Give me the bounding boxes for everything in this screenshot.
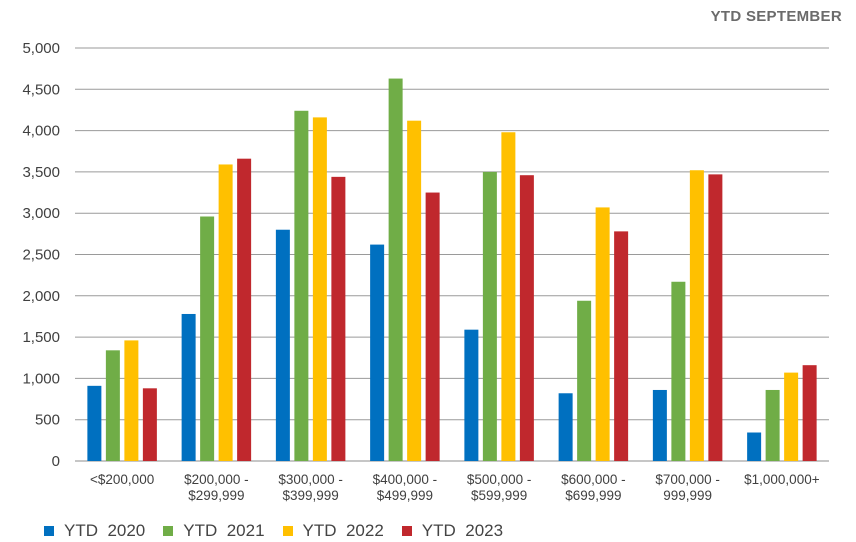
x-tick-label: <$200,000: [90, 472, 154, 487]
legend-swatch: [163, 526, 174, 536]
bar: [181, 313, 196, 461]
bar: [577, 300, 592, 461]
legend-swatch: [44, 526, 54, 536]
bar: [237, 158, 252, 461]
bar: [312, 117, 327, 461]
y-tick-label: 0: [52, 453, 60, 470]
bar: [784, 372, 799, 461]
x-tick-label: $300,000 -: [278, 472, 343, 487]
x-tick-label: $600,000 -: [561, 472, 626, 487]
bar: [142, 388, 157, 461]
bar: [294, 110, 309, 461]
legend-item: YTD 2023: [401, 521, 504, 541]
bar: [765, 389, 780, 461]
y-tick-label: 2,000: [22, 288, 60, 305]
chart-header-label: YTD SEPTEMBER: [710, 8, 842, 25]
bar: [200, 216, 215, 461]
y-tick-label: 3,500: [22, 164, 60, 181]
x-tick-label: 999,999: [663, 488, 712, 503]
x-tick-label: $400,000 -: [373, 472, 438, 487]
bar: [407, 120, 422, 462]
bar: [124, 340, 139, 461]
legend-label: YTD 2022: [302, 521, 384, 540]
bar: [501, 132, 516, 461]
bar: [558, 393, 573, 461]
legend-label: YTD 2021: [183, 521, 265, 540]
y-tick-label: 3,000: [22, 205, 60, 222]
y-tick-label: 1,500: [22, 329, 60, 346]
y-tick-label: 500: [35, 412, 60, 429]
y-tick-label: 4,000: [22, 123, 60, 140]
x-tick-label: $1,000,000+: [744, 472, 820, 487]
x-tick-label: $399,999: [282, 488, 338, 503]
bar: [652, 389, 667, 461]
bar: [275, 229, 290, 461]
bar: [671, 281, 686, 461]
bar: [614, 231, 629, 461]
legend-label: YTD 2020: [64, 521, 146, 540]
bar: [519, 175, 534, 462]
bar: [370, 244, 385, 461]
legend-swatch: [401, 526, 412, 536]
chart-legend: YTD 2020 YTD 2021 YTD 2022 YTD 2023: [44, 521, 521, 541]
bar: [689, 170, 704, 462]
x-tick-label: $499,999: [377, 488, 433, 503]
x-tick-label: $700,000 -: [655, 472, 720, 487]
y-tick-label: 4,500: [22, 81, 60, 98]
legend-item: YTD 2022: [282, 521, 384, 541]
legend-item: YTD 2021: [163, 521, 265, 541]
legend-swatch: [282, 526, 293, 536]
bar: [482, 171, 497, 461]
bar: [708, 174, 723, 462]
x-tick-label: $599,999: [471, 488, 527, 503]
bar: [464, 329, 479, 461]
bar: [425, 192, 440, 462]
x-tick-label: $200,000 -: [184, 472, 249, 487]
x-tick-label: $500,000 -: [467, 472, 532, 487]
y-tick-label: 2,500: [22, 247, 60, 264]
x-tick-label: $299,999: [188, 488, 244, 503]
chart-plot: 0 500 1,000 1,500 2,000 2,500 3,000 3,500 4,000 4…: [22, 40, 829, 503]
legend-item: YTD 2020: [44, 521, 145, 541]
bar: [747, 432, 762, 461]
x-tick-label: $699,999: [565, 488, 621, 503]
y-tick-label: 1,000: [22, 370, 60, 387]
bar: [802, 365, 817, 461]
bar: [331, 176, 346, 461]
bar: [595, 207, 610, 461]
bar: [87, 385, 102, 461]
y-tick-label: 5,000: [22, 40, 60, 57]
bar: [218, 164, 233, 461]
bar: [105, 350, 120, 461]
bar: [388, 78, 403, 461]
legend-label: YTD 2023: [421, 521, 504, 540]
